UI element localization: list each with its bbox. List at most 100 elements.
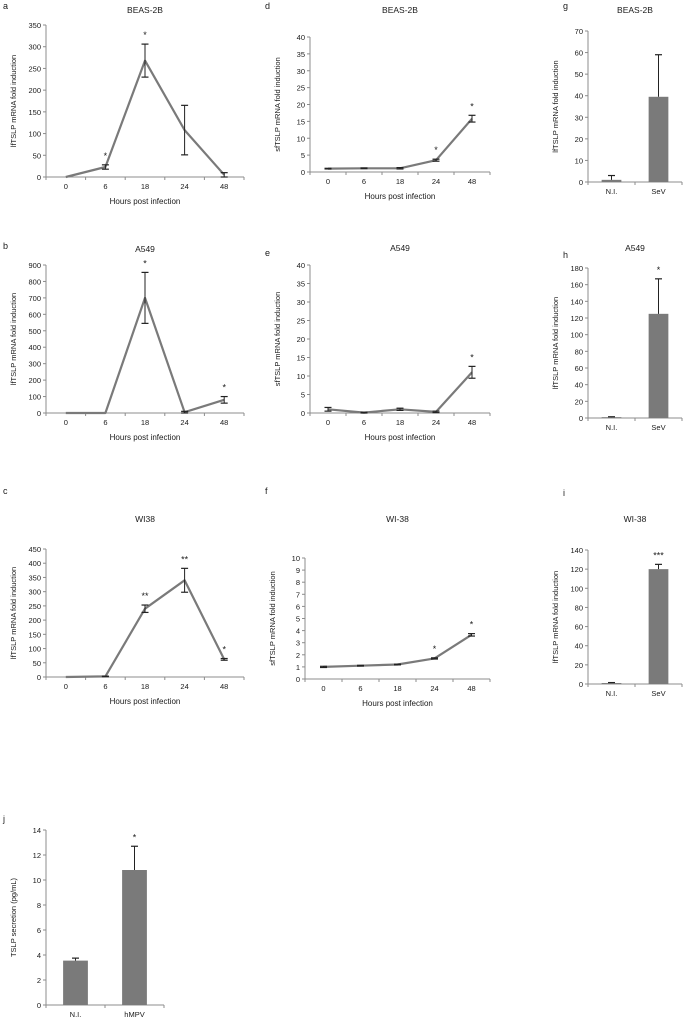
y-tick-label: 40 [575, 92, 583, 101]
panel-j: j 0 2 4 6 8 10 12 14 N.I. hMPV TSLP secretion (pg/m… [2, 814, 165, 1019]
y-axis-label: lfTSLP mRNA fold induction [551, 60, 560, 152]
panel-letter: g [563, 1, 568, 11]
y-axis-label: lfTSLP mRNA fold induction [551, 297, 560, 389]
x-tick-label: 18 [396, 418, 404, 427]
x-axis-label: Hours post infection [110, 197, 181, 206]
significance-marker: *** [653, 550, 664, 560]
y-tick-label: 0 [37, 173, 41, 182]
bar [648, 313, 669, 418]
y-tick-label: 400 [28, 559, 41, 568]
panel-h: h A549 0 20 40 60 80 100 120 140 160 180 N.I. SeV lfTS… [551, 243, 683, 432]
panel-g: g BEAS-2B 0 10 20 30 40 50 60 70 N.I. SeV lfTSLP mRN… [551, 1, 683, 196]
y-tick-label: 9 [296, 566, 300, 575]
y-tick-label: 400 [28, 343, 41, 352]
x-tick-label: N.I. [606, 689, 618, 698]
y-tick-label: 80 [575, 347, 583, 356]
y-tick-label: 20 [297, 101, 305, 110]
y-tick-label: 40 [297, 33, 305, 42]
chart-title: A549 [135, 244, 155, 254]
x-tick-label: 48 [468, 418, 476, 427]
x-tick-label: 24 [180, 682, 188, 691]
panel-letter: b [3, 241, 8, 251]
y-tick-label: 25 [297, 84, 305, 93]
y-tick-label: 0 [301, 409, 305, 418]
y-tick-label: 50 [33, 659, 41, 668]
x-tick-label: 0 [64, 682, 68, 691]
x-axis-label: Hours post infection [365, 433, 436, 442]
y-tick-label: 600 [28, 310, 41, 319]
y-tick-label: 5 [301, 391, 305, 400]
y-tick-label: 5 [301, 151, 305, 160]
y-tick-label: 25 [297, 317, 305, 326]
x-tick-label: 0 [64, 418, 68, 427]
y-tick-label: 20 [575, 397, 583, 406]
y-tick-label: 50 [575, 70, 583, 79]
x-axis-label: Hours post infection [110, 433, 181, 442]
x-tick-label: 6 [103, 682, 107, 691]
y-tick-label: 12 [33, 851, 41, 860]
x-tick-label: 0 [64, 182, 68, 191]
x-tick-label: 24 [432, 177, 440, 186]
y-tick-label: 10 [297, 134, 305, 143]
y-tick-label: 6 [37, 926, 41, 935]
y-tick-label: 100 [28, 393, 41, 402]
x-tick-label: 0 [326, 418, 330, 427]
x-axis-label: Hours post infection [110, 697, 181, 706]
panel-letter: h [563, 250, 568, 260]
bar [601, 179, 622, 182]
y-tick-label: 2 [37, 976, 41, 985]
significance-marker: ** [181, 554, 189, 564]
y-axis-label: sfTSLP mRNA fold induction [273, 292, 282, 387]
y-tick-label: 300 [28, 43, 41, 52]
y-tick-label: 3 [296, 639, 300, 648]
chart-title: WI38 [135, 514, 155, 524]
significance-marker: * [143, 30, 147, 40]
x-tick-label: 48 [468, 177, 476, 186]
panel-letter: f [265, 486, 268, 496]
panel-c: c WI38 0 50 100 150 200 250 300 350 400 450 0 6 18 24 48… [3, 486, 245, 706]
y-tick-label: 50 [33, 151, 41, 160]
y-tick-label: 40 [575, 381, 583, 390]
y-tick-label: 8 [37, 901, 41, 910]
y-tick-label: 180 [570, 264, 583, 273]
panel-letter: i [563, 488, 565, 498]
bar [122, 870, 147, 1005]
bar [601, 683, 622, 684]
x-tick-label: SeV [651, 187, 665, 196]
x-tick-label: N.I. [606, 187, 618, 196]
chart-title: A549 [625, 243, 645, 253]
chart-title: BEAS-2B [617, 5, 653, 15]
y-tick-label: 450 [28, 545, 41, 554]
y-tick-label: 100 [28, 645, 41, 654]
y-tick-label: 2 [296, 651, 300, 660]
y-tick-label: 40 [575, 642, 583, 651]
y-tick-label: 250 [28, 602, 41, 611]
x-tick-label: 0 [326, 177, 330, 186]
y-tick-label: 100 [570, 584, 583, 593]
bar [601, 417, 622, 418]
x-tick-label: 18 [141, 182, 149, 191]
significance-marker: * [470, 352, 474, 362]
y-tick-label: 150 [28, 630, 41, 639]
significance-marker: ** [141, 591, 149, 601]
x-tick-label: 18 [396, 177, 404, 186]
y-tick-label: 0 [579, 414, 583, 423]
y-tick-label: 350 [28, 573, 41, 582]
x-tick-label: 6 [362, 177, 366, 186]
x-tick-label: 6 [358, 684, 362, 693]
x-axis-label: Hours post infection [365, 192, 436, 201]
panel-a: a BEAS-2B 0 50 100 150 200 250 300 350 0 6 18 24 48 Hou… [3, 1, 245, 206]
y-tick-label: 20 [297, 335, 305, 344]
panel-letter: d [265, 1, 270, 11]
y-tick-label: 5 [296, 615, 300, 624]
x-tick-label: SeV [651, 689, 665, 698]
y-tick-label: 15 [297, 354, 305, 363]
y-tick-label: 140 [570, 297, 583, 306]
significance-marker: * [104, 151, 108, 161]
y-tick-label: 30 [575, 113, 583, 122]
y-tick-label: 4 [37, 951, 41, 960]
y-tick-label: 35 [297, 280, 305, 289]
x-tick-label: 18 [141, 682, 149, 691]
x-tick-label: 6 [362, 418, 366, 427]
